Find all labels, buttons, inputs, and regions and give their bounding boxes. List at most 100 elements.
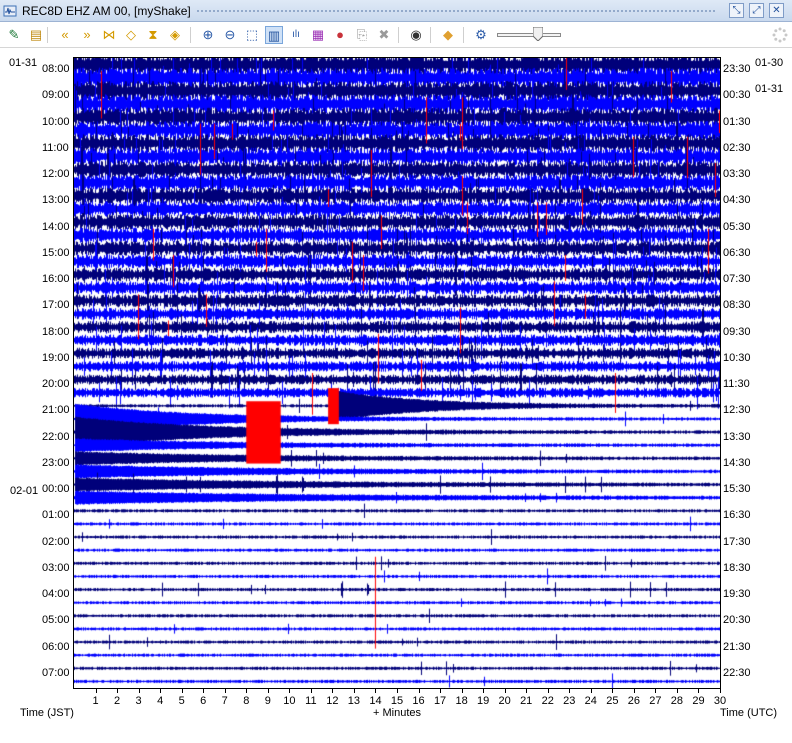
zoom-out-icon[interactable]: ⊖: [224, 27, 236, 42]
spectrogram-icon[interactable]: ▦: [311, 27, 325, 42]
minute-tick-mark: [590, 689, 592, 693]
right-hour-label: 18:30: [723, 561, 751, 574]
minute-tick-label: 3: [135, 695, 142, 707]
left-hour-label: 19:00: [42, 351, 70, 364]
minute-tick-label: 21: [520, 695, 533, 707]
left-hour-label: 15:00: [42, 246, 70, 259]
minute-tick-label: 28: [670, 695, 684, 707]
minute-tick-mark: [547, 689, 549, 693]
minute-tick-mark: [375, 689, 377, 693]
zoom-in-icon[interactable]: ⊕: [202, 27, 214, 42]
minute-tick-label: 30: [713, 695, 727, 707]
minute-tick-label: 22: [541, 695, 554, 707]
properties-icon[interactable]: ▤: [29, 27, 43, 42]
right-hour-label: 08:30: [723, 299, 751, 312]
minute-tick-mark: [504, 689, 506, 693]
right-hour-label: 05:30: [723, 220, 751, 233]
minute-tick-label: 25: [606, 695, 619, 707]
compress-horizontal-icon[interactable]: ⋈: [102, 27, 116, 42]
close-icon[interactable]: ✕: [769, 3, 784, 18]
seismograph-window-icon: [3, 5, 17, 17]
minute-tick-label: 27: [649, 695, 662, 707]
zoom-slider-thumb[interactable]: [532, 27, 543, 41]
filter-icon[interactable]: ●: [336, 27, 344, 42]
window-title: REC8D EHZ AM 00, [myShake]: [22, 4, 191, 18]
minute-tick-mark: [655, 689, 657, 693]
right-hour-label: 01:30: [723, 115, 751, 128]
minute-tick-mark: [461, 689, 463, 693]
minute-tick-mark: [698, 689, 700, 693]
date-left-mid: 02-01: [10, 485, 39, 497]
minute-tick-mark: [267, 689, 269, 693]
right-hour-label: 02:30: [723, 141, 751, 154]
left-hour-label: 17:00: [42, 299, 70, 312]
camera-icon[interactable]: ◉: [410, 27, 422, 42]
maximize-icon[interactable]: ⤢: [749, 3, 764, 18]
left-hour-label: 23:00: [42, 456, 70, 469]
delete-icon[interactable]: ✖: [378, 27, 390, 42]
left-hour-label: 10:00: [42, 115, 70, 128]
right-hour-label: 15:30: [723, 483, 751, 496]
minute-tick-label: 6: [200, 695, 207, 707]
minute-tick-label: 18: [455, 695, 468, 707]
right-hour-label: 11:30: [723, 378, 750, 391]
minute-tick-label: 10: [283, 695, 296, 707]
right-hour-label: 19:30: [723, 588, 751, 601]
minute-tick-mark: [720, 689, 721, 693]
minute-tick-label: 11: [305, 695, 317, 707]
minute-tick-mark: [181, 689, 183, 693]
minute-tick-label: 20: [498, 695, 511, 707]
toolbar-separator: [190, 27, 191, 43]
copy-icon[interactable]: ⎘: [356, 27, 368, 42]
minute-tick-label: 17: [433, 695, 447, 707]
right-hour-label: 22:30: [723, 666, 751, 679]
minute-tick-label: 23: [563, 695, 576, 707]
minute-tick-mark: [526, 689, 528, 693]
scroll-left-fast-icon[interactable]: «: [61, 27, 69, 42]
tag-icon[interactable]: ◆: [443, 27, 453, 42]
expand-horizontal-icon[interactable]: ◇: [126, 27, 136, 42]
left-hour-label: 18:00: [42, 325, 70, 338]
minute-tick-label: 2: [114, 695, 121, 707]
minute-tick-mark: [117, 689, 119, 693]
minute-tick-mark: [246, 689, 248, 693]
minute-tick-label: 14: [369, 695, 382, 707]
right-hour-label: 04:30: [723, 194, 751, 207]
right-hour-label: 10:30: [723, 351, 751, 364]
minute-tick-label: 1: [92, 695, 99, 707]
left-hour-label: 03:00: [42, 561, 70, 574]
loading-spinner-icon: [772, 27, 788, 43]
compress-vertical-icon[interactable]: ⧗: [148, 27, 158, 42]
helicorder-view-icon[interactable]: ▥: [265, 26, 283, 44]
minute-tick-label: 19: [477, 695, 490, 707]
minute-tick-mark: [440, 689, 442, 693]
zoom-slider-track[interactable]: [497, 33, 561, 37]
helicorder-traces[interactable]: [74, 58, 720, 688]
minute-tick-mark: [353, 689, 355, 693]
right-hour-label: 23:30: [723, 63, 751, 76]
left-hour-label: 09:00: [42, 89, 70, 102]
right-hour-label: 14:30: [723, 456, 751, 469]
left-hour-label: 14:00: [42, 220, 70, 233]
left-hour-label: 08:00: [42, 63, 70, 76]
toolbar: ✎ ▤ « » ⋈ ◇ ⧗ ◈ ⊕ ⊖ ⬚ ▥ ılı ▦ ● ⎘ ✖ ◉ ◆ ⚙: [0, 22, 792, 48]
select-region-icon[interactable]: ⬚: [245, 27, 259, 42]
date-left-top: 01-31: [9, 57, 38, 69]
left-hour-label: 12:00: [42, 168, 70, 181]
spectrum-icon[interactable]: ılı: [292, 29, 300, 40]
settings-icon[interactable]: ⚙: [475, 27, 487, 42]
expand-vertical-icon[interactable]: ◈: [170, 27, 180, 42]
minute-tick-label: 5: [178, 695, 185, 707]
right-hour-label: 07:30: [723, 273, 751, 286]
restore-icon[interactable]: ⤡: [729, 3, 744, 18]
edit-icon[interactable]: ✎: [8, 27, 20, 42]
helicorder-plot[interactable]: [73, 57, 721, 689]
left-hour-label: 04:00: [42, 588, 70, 601]
minute-tick-label: 9: [264, 695, 271, 707]
left-hour-label: 21:00: [42, 404, 70, 417]
scroll-right-fast-icon[interactable]: »: [83, 27, 91, 42]
left-hour-label: 02:00: [42, 535, 70, 548]
minute-tick-label: 26: [627, 695, 640, 707]
minute-tick-mark: [289, 689, 291, 693]
minute-tick-label: 15: [390, 695, 404, 707]
